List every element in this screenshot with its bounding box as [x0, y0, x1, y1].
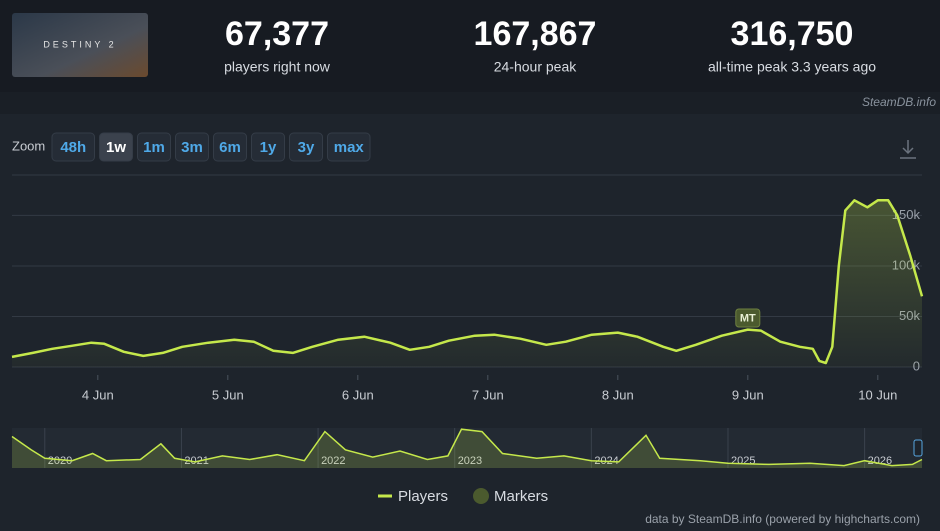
navigator: 2020 2021 2022 2023 2024 2025 2026 [11, 428, 923, 468]
legend-label[interactable]: Markers [494, 488, 548, 505]
footer: data by SteamDB.info (powered by highcha… [645, 512, 920, 526]
header-bg [0, 0, 940, 92]
zoom-button-label[interactable]: 1m [143, 139, 165, 156]
event-marker-label: MT [740, 312, 756, 324]
series-line [11, 199, 924, 365]
navigator-line [11, 428, 923, 467]
zoom-button-label[interactable]: 3y [298, 139, 315, 156]
zoom-button[interactable] [289, 132, 323, 162]
zoom-button-label[interactable]: 6m [219, 139, 241, 156]
zoom-button[interactable] [213, 132, 247, 162]
stat-value: 167,867 [474, 15, 597, 53]
zoom-button-label[interactable]: 48h [60, 139, 86, 156]
x-tick-label: 8 Jun [602, 387, 634, 402]
x-tick-label: 9 Jun [732, 387, 764, 402]
stat-label: 24-hour peak [494, 59, 578, 75]
x-tick-label: 10 Jun [858, 387, 897, 402]
navigator-year-label: 2022 [321, 455, 345, 467]
zoom-label: Zoom [12, 138, 45, 153]
zoom-button[interactable] [99, 132, 133, 162]
zoom-button[interactable] [137, 132, 171, 162]
zoom-button[interactable] [327, 132, 371, 162]
download-icon[interactable] [900, 140, 916, 159]
zoom-button[interactable] [175, 132, 209, 162]
stat-label: all-time peak 3.3 years ago [708, 59, 876, 75]
zoom-button[interactable] [251, 132, 285, 162]
zoom-button-label[interactable]: 3m [181, 139, 203, 156]
zoom-button-label[interactable]: max [334, 139, 365, 156]
zoom-button[interactable] [51, 132, 95, 162]
stat-label: players right now [224, 59, 331, 75]
legend-label[interactable]: Players [398, 488, 448, 505]
stat-value: 67,377 [225, 15, 329, 53]
game-logo[interactable] [12, 13, 148, 77]
x-tick-label: 5 Jun [212, 387, 244, 402]
navigator-bg [12, 428, 922, 468]
stat-value: 316,750 [731, 15, 854, 53]
navigator-year-label: 2023 [458, 455, 482, 467]
legend-marker [473, 488, 489, 504]
x-tick-label: 4 Jun [82, 387, 114, 402]
logo-text: DESTINY 2 [43, 39, 116, 49]
source-strip [0, 92, 940, 114]
zoom-buttons: 48h 1w 1m 3m 6m 1y 3y max [51, 132, 371, 162]
x-tick-label: 7 Jun [472, 387, 504, 402]
source-link[interactable]: SteamDB.info [862, 95, 936, 109]
zoom-button-label[interactable]: 1w [106, 139, 126, 156]
navigator-year-label: 2020 [48, 455, 72, 467]
zoom-button-label[interactable]: 1y [260, 139, 277, 156]
event-marker[interactable] [735, 308, 761, 328]
navigator-handle[interactable] [913, 439, 923, 457]
x-tick-label: 6 Jun [342, 387, 374, 402]
